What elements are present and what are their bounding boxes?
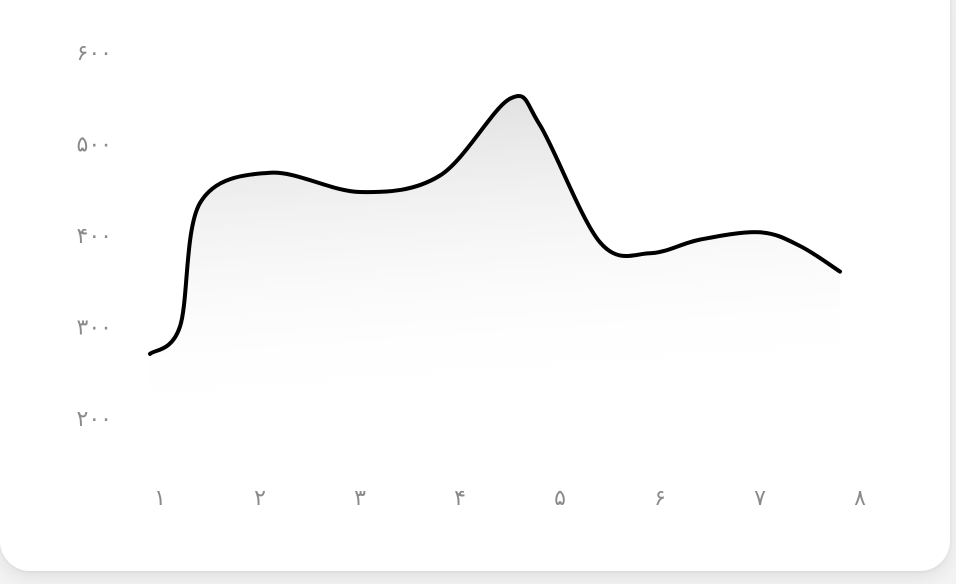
y-axis: ۲۰۰ ۳۰۰ ۴۰۰ ۵۰۰ ۶۰۰ bbox=[77, 41, 112, 432]
y-tick-label: ۲۰۰ bbox=[77, 407, 112, 432]
x-tick-label: ۱ bbox=[154, 486, 166, 511]
x-axis: ۱ ۲ ۳ ۴ ۵ ۶ ۷ ۸ bbox=[154, 486, 866, 511]
x-tick-label: ۴ bbox=[454, 486, 466, 511]
series-line bbox=[148, 93, 842, 356]
x-tick-label: ۷ bbox=[754, 486, 766, 511]
area-fill bbox=[150, 95, 840, 420]
x-tick-label: ۸ bbox=[854, 486, 866, 511]
x-tick-label: ۳ bbox=[354, 486, 366, 511]
y-tick-label: ۵۰۰ bbox=[77, 133, 112, 158]
y-tick-label: ۴۰۰ bbox=[77, 224, 112, 249]
x-tick-label: ۵ bbox=[554, 486, 566, 511]
y-tick-label: ۳۰۰ bbox=[77, 316, 112, 341]
y-tick-label: ۶۰۰ bbox=[77, 41, 112, 66]
x-tick-label: ۲ bbox=[254, 486, 266, 511]
x-tick-label: ۶ bbox=[654, 486, 666, 511]
